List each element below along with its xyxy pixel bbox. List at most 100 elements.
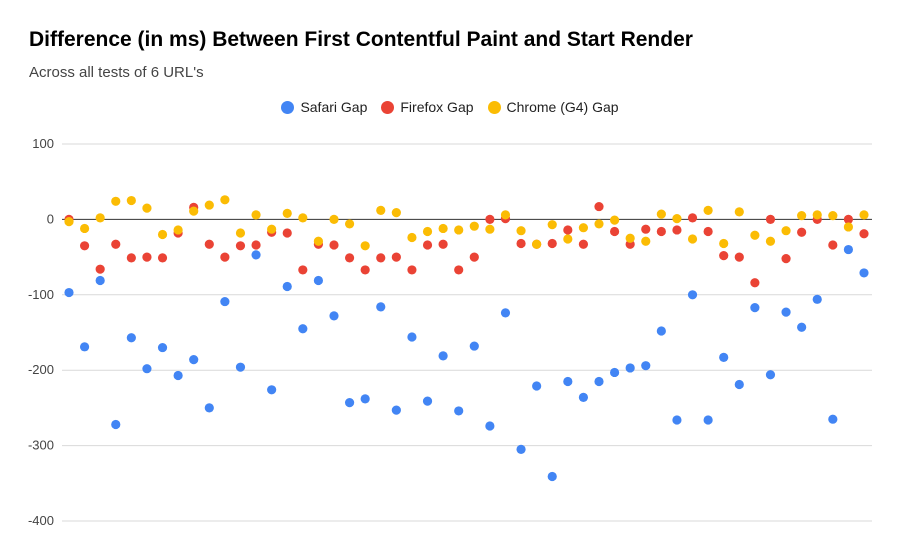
data-point[interactable] — [189, 355, 199, 365]
data-point[interactable] — [376, 205, 386, 215]
data-point[interactable] — [407, 332, 417, 342]
data-point[interactable] — [532, 381, 542, 391]
data-point[interactable] — [547, 220, 557, 230]
data-point[interactable] — [672, 214, 682, 224]
legend-item-chrome[interactable]: Chrome (G4) Gap — [487, 99, 619, 115]
data-point[interactable] — [750, 278, 760, 288]
data-point[interactable] — [734, 252, 744, 262]
data-point[interactable] — [812, 210, 822, 220]
data-point[interactable] — [547, 471, 557, 482]
data-point[interactable] — [79, 223, 90, 234]
data-point[interactable] — [625, 233, 635, 243]
data-point[interactable] — [859, 268, 869, 278]
data-point[interactable] — [578, 239, 589, 249]
data-point[interactable] — [111, 239, 121, 249]
data-point[interactable] — [95, 213, 105, 223]
data-point[interactable] — [298, 265, 308, 275]
data-point[interactable] — [344, 253, 355, 263]
data-point[interactable] — [500, 308, 511, 318]
data-point[interactable] — [828, 240, 838, 250]
data-point[interactable] — [485, 214, 495, 224]
data-point[interactable] — [594, 201, 604, 212]
data-point[interactable] — [594, 219, 604, 229]
data-point[interactable] — [235, 362, 246, 372]
data-point[interactable] — [734, 379, 744, 390]
data-point[interactable] — [251, 250, 261, 260]
data-point[interactable] — [454, 406, 464, 416]
data-point[interactable] — [360, 394, 370, 404]
data-point[interactable] — [391, 208, 401, 218]
data-point[interactable] — [687, 213, 698, 223]
data-point[interactable] — [843, 214, 854, 224]
data-point[interactable] — [469, 221, 479, 231]
data-point[interactable] — [719, 352, 729, 362]
data-point[interactable] — [313, 275, 324, 286]
data-point[interactable] — [781, 307, 791, 317]
data-point[interactable] — [79, 342, 90, 352]
data-point[interactable] — [422, 226, 433, 237]
data-point[interactable] — [173, 225, 183, 235]
data-point[interactable] — [344, 219, 355, 229]
data-point[interactable] — [656, 326, 666, 336]
data-point[interactable] — [298, 324, 308, 334]
data-point[interactable] — [438, 223, 448, 234]
data-point[interactable] — [204, 403, 214, 413]
data-point[interactable] — [750, 303, 760, 313]
data-point[interactable] — [781, 254, 791, 264]
data-point[interactable] — [656, 209, 666, 219]
data-point[interactable] — [797, 322, 807, 332]
data-point[interactable] — [95, 275, 105, 286]
data-point[interactable] — [563, 376, 573, 387]
data-point[interactable] — [547, 238, 557, 249]
data-point[interactable] — [563, 225, 573, 235]
data-point[interactable] — [485, 224, 495, 234]
data-point[interactable] — [360, 265, 370, 275]
data-point[interactable] — [313, 236, 324, 246]
data-point[interactable] — [220, 252, 230, 262]
data-point[interactable] — [142, 203, 152, 213]
data-point[interactable] — [812, 294, 822, 304]
data-point[interactable] — [703, 415, 713, 425]
data-point[interactable] — [609, 215, 620, 225]
data-point[interactable] — [407, 265, 417, 275]
data-point[interactable] — [344, 398, 355, 408]
data-point[interactable] — [204, 239, 214, 249]
data-point[interactable] — [251, 210, 261, 220]
data-point[interactable] — [797, 211, 807, 221]
data-point[interactable] — [142, 252, 152, 262]
data-point[interactable] — [859, 229, 869, 239]
data-point[interactable] — [594, 376, 604, 387]
data-point[interactable] — [298, 213, 308, 223]
data-point[interactable] — [828, 414, 838, 424]
data-point[interactable] — [719, 238, 729, 249]
data-point[interactable] — [516, 444, 526, 454]
data-point[interactable] — [500, 210, 511, 220]
data-point[interactable] — [687, 234, 698, 244]
legend-item-firefox[interactable]: Firefox Gap — [381, 99, 474, 115]
data-point[interactable] — [329, 311, 339, 321]
data-point[interactable] — [641, 236, 651, 246]
data-point[interactable] — [656, 226, 666, 237]
data-point[interactable] — [422, 396, 433, 406]
data-point[interactable] — [609, 226, 620, 237]
data-point[interactable] — [220, 296, 230, 307]
data-point[interactable] — [672, 225, 682, 235]
data-point[interactable] — [765, 214, 776, 224]
data-point[interactable] — [469, 252, 479, 262]
data-point[interactable] — [578, 223, 589, 233]
data-point[interactable] — [64, 217, 74, 227]
data-point[interactable] — [687, 290, 698, 300]
data-point[interactable] — [719, 250, 729, 261]
data-point[interactable] — [391, 405, 401, 415]
data-point[interactable] — [843, 222, 854, 232]
data-point[interactable] — [189, 206, 199, 216]
data-point[interactable] — [516, 226, 526, 236]
data-point[interactable] — [750, 230, 760, 240]
data-point[interactable] — [828, 211, 838, 221]
data-point[interactable] — [703, 226, 713, 237]
data-point[interactable] — [843, 244, 854, 255]
data-point[interactable] — [64, 287, 74, 298]
data-point[interactable] — [422, 240, 433, 250]
data-point[interactable] — [267, 385, 277, 395]
data-point[interactable] — [376, 302, 386, 312]
